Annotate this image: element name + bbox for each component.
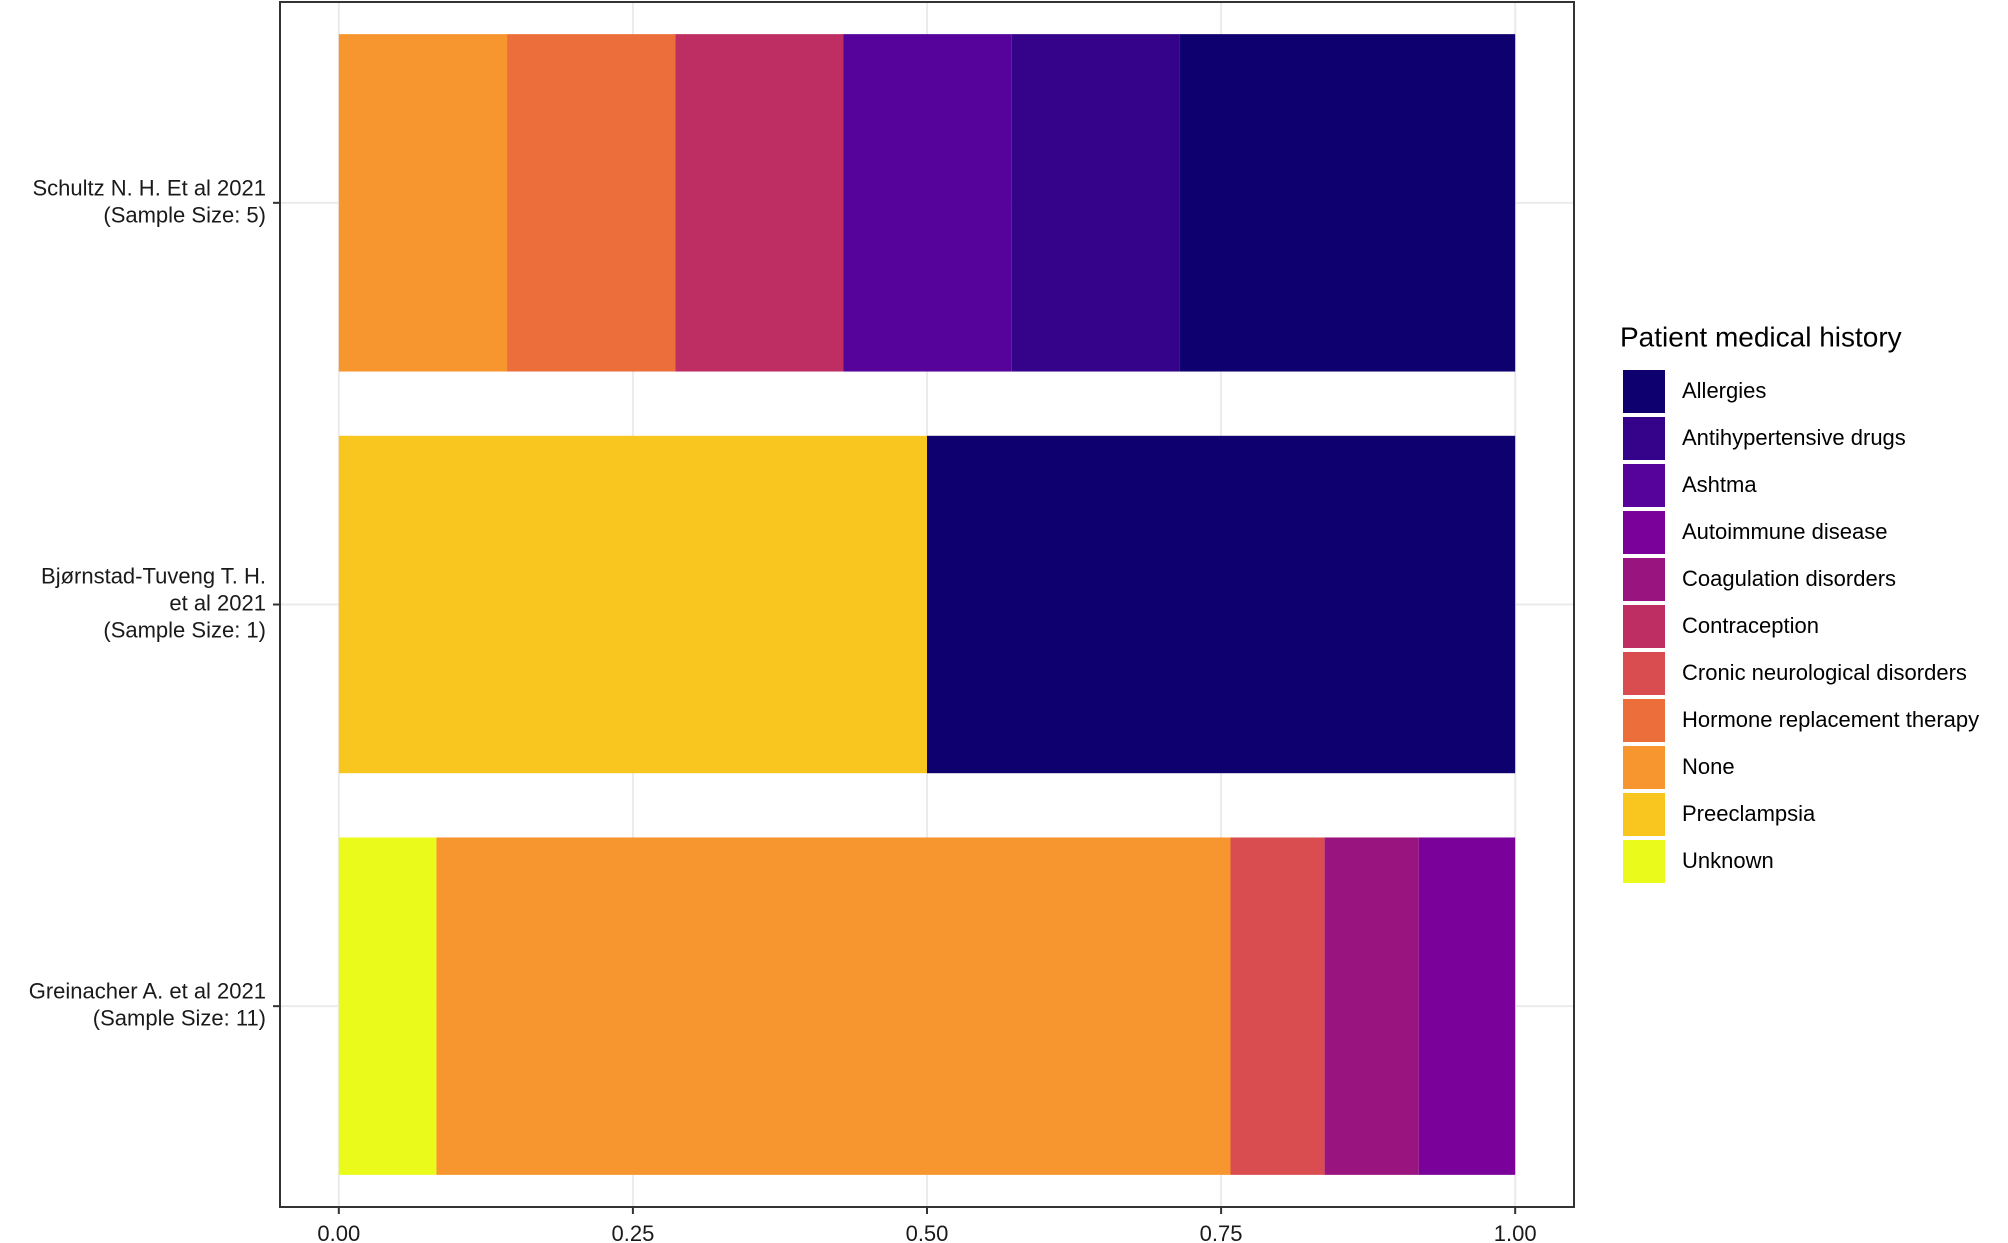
legend-label: Allergies: [1682, 378, 1766, 403]
legend-key: [1623, 605, 1665, 648]
y-tick-label: Bjørnstad-Tuveng T. H. et al 2021 (Sample …: [41, 563, 266, 642]
x-tick-label: 0.25: [611, 1221, 654, 1243]
bar-segment: [507, 34, 676, 372]
bar-segment: [1418, 837, 1516, 1175]
bar-segment: [436, 837, 1231, 1175]
legend-label: Hormone replacement therapy: [1682, 707, 1979, 732]
bar-segment: [338, 34, 508, 372]
legend-key: [1623, 511, 1665, 554]
y-tick-label: Greinacher A. et al 2021 (Sample Size: 11…: [29, 978, 266, 1030]
legend-label: Autoimmune disease: [1682, 519, 1887, 544]
legend-label: Contraception: [1682, 613, 1819, 638]
bar-segment: [338, 837, 437, 1175]
y-tick-label: Schultz N. H. Et al 2021 (Sample Size: 5): [32, 175, 266, 227]
legend-label: Preeclampsia: [1682, 801, 1816, 826]
legend-key: [1623, 746, 1665, 789]
legend-label: Antihypertensive drugs: [1682, 425, 1906, 450]
legend-label: Ashtma: [1682, 472, 1757, 497]
x-tick-label: 0.00: [317, 1221, 360, 1243]
legend-key: [1623, 840, 1665, 883]
bar-segment: [1324, 837, 1419, 1175]
bar-segment: [1179, 34, 1516, 372]
legend-key: [1623, 558, 1665, 601]
legend-label: Cronic neurological disorders: [1682, 660, 1967, 685]
bar-segment: [843, 34, 1012, 372]
legend-key: [1623, 652, 1665, 695]
legend-label: None: [1682, 754, 1735, 779]
legend-label: Unknown: [1682, 848, 1774, 873]
x-tick-label: 1.00: [1494, 1221, 1537, 1243]
bar-segment: [338, 435, 927, 774]
legend-key: [1623, 464, 1665, 507]
legend-key: [1623, 417, 1665, 460]
bar-segment: [675, 34, 844, 372]
bar-segment: [1230, 837, 1325, 1175]
legend-label: Coagulation disorders: [1682, 566, 1896, 591]
bar-segment: [1011, 34, 1180, 372]
legend-title: Patient medical history: [1620, 321, 1902, 352]
x-tick-label: 0.50: [906, 1221, 949, 1243]
legend-key: [1623, 699, 1665, 742]
x-tick-label: 0.75: [1200, 1221, 1243, 1243]
legend-key: [1623, 370, 1665, 413]
legend-key: [1623, 793, 1665, 836]
bar-segment: [927, 435, 1516, 774]
